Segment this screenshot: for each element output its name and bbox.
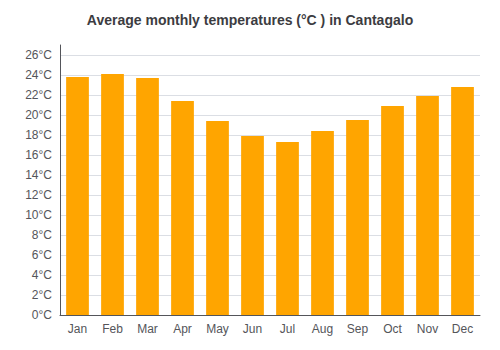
svg-text:8°C: 8°C	[32, 228, 52, 242]
svg-text:Sep: Sep	[347, 322, 369, 336]
svg-text:22°C: 22°C	[25, 88, 52, 102]
svg-text:26°C: 26°C	[25, 48, 52, 62]
svg-text:4°C: 4°C	[32, 268, 52, 282]
svg-text:6°C: 6°C	[32, 248, 52, 262]
svg-text:Average monthly temperatures (: Average monthly temperatures (°C ) in Ca…	[87, 12, 413, 28]
svg-text:Jun: Jun	[243, 322, 262, 336]
svg-text:10°C: 10°C	[25, 208, 52, 222]
svg-text:Feb: Feb	[102, 322, 123, 336]
svg-text:Apr: Apr	[173, 322, 192, 336]
svg-text:20°C: 20°C	[25, 108, 52, 122]
svg-text:Oct: Oct	[383, 322, 402, 336]
svg-text:2°C: 2°C	[32, 288, 52, 302]
svg-text:Nov: Nov	[417, 322, 438, 336]
svg-text:Mar: Mar	[137, 322, 158, 336]
svg-text:16°C: 16°C	[25, 148, 52, 162]
svg-text:Jul: Jul	[280, 322, 295, 336]
svg-text:Aug: Aug	[312, 322, 333, 336]
svg-text:24°C: 24°C	[25, 68, 52, 82]
svg-text:18°C: 18°C	[25, 128, 52, 142]
svg-text:Jan: Jan	[68, 322, 87, 336]
svg-text:14°C: 14°C	[25, 168, 52, 182]
svg-text:0°C: 0°C	[32, 308, 52, 322]
svg-text:Dec: Dec	[452, 322, 473, 336]
svg-text:May: May	[206, 322, 229, 336]
svg-text:12°C: 12°C	[25, 188, 52, 202]
